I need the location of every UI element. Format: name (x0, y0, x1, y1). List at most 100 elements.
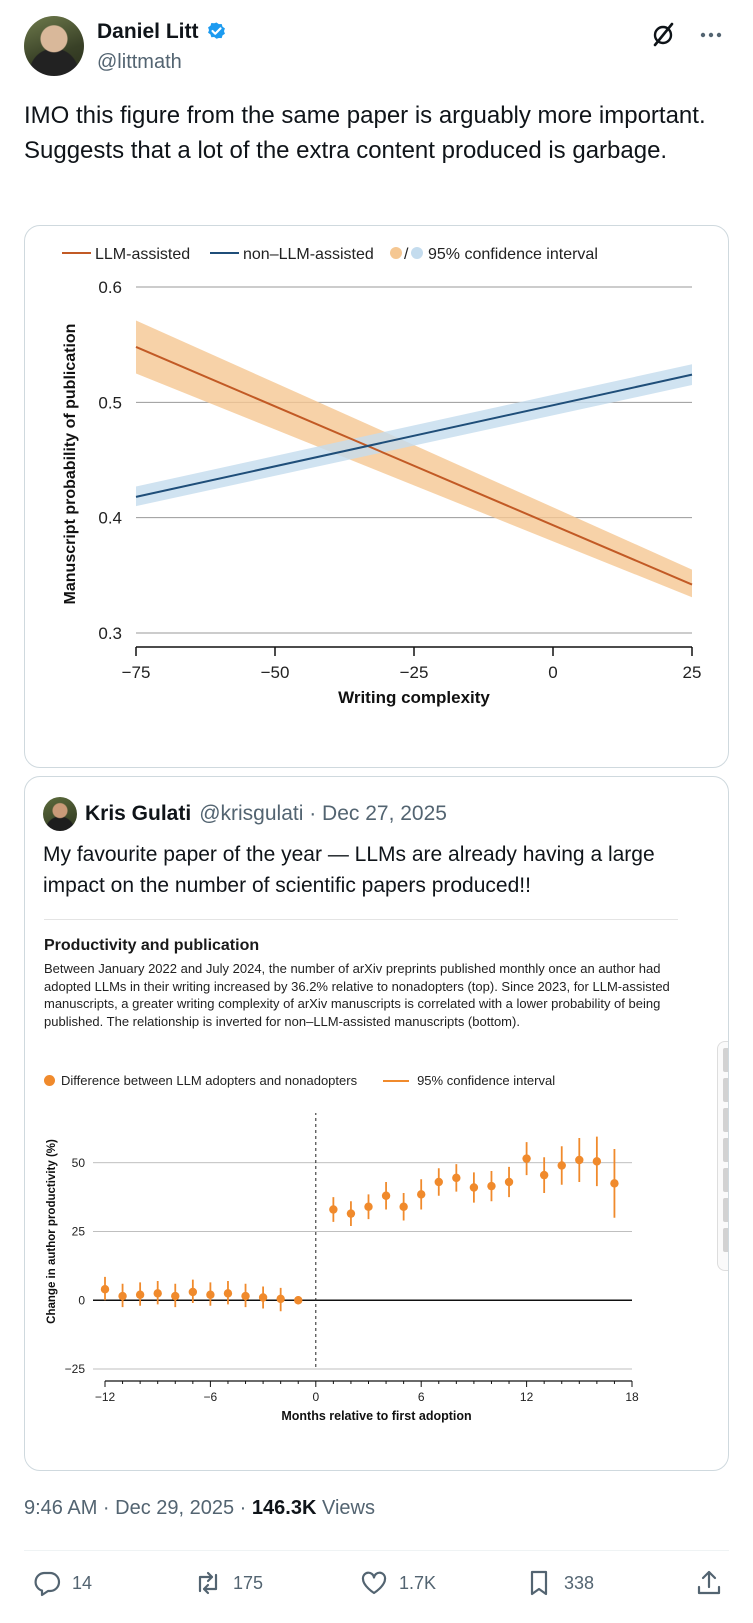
data-point (575, 1155, 584, 1165)
figure-top-rule (44, 919, 678, 920)
x-tick-label: 0 (312, 1390, 319, 1404)
tweet-text: IMO this figure from the same paper is a… (24, 102, 706, 164)
repost-button[interactable]: 175 (193, 1566, 263, 1600)
data-point (153, 1289, 162, 1298)
repost-count: 175 (233, 1572, 264, 1593)
figure-legend: Difference between LLM adopters and nona… (44, 1073, 555, 1088)
toolbar-item[interactable] (723, 1138, 728, 1162)
like-count: 1.7K (399, 1572, 437, 1593)
grok-icon[interactable] (649, 20, 677, 48)
quoted-tweet[interactable]: Kris Gulati @krisgulati · Dec 27, 2025 M… (24, 776, 729, 1471)
data-point (135, 1290, 145, 1299)
figure-description: Between January 2022 and July 2024, the … (44, 961, 670, 1029)
x-tick-label: 12 (520, 1390, 534, 1404)
data-point (118, 1291, 127, 1301)
y-axis-label: Manuscript probability of publication (62, 324, 79, 605)
y-tick-label: 0.5 (98, 393, 122, 412)
data-point (522, 1154, 531, 1163)
reply-count: 14 (72, 1572, 93, 1593)
share-button[interactable] (694, 1566, 724, 1600)
y-tick-label: −25 (65, 1362, 86, 1376)
author-name-row: Daniel Litt (97, 20, 228, 44)
data-point (241, 1291, 250, 1301)
data-point (188, 1287, 198, 1297)
y-tick-label: 0.4 (98, 509, 122, 528)
publication-probability-chart: LLM-assisted non–LLM-assisted / 95% conf… (62, 246, 702, 707)
data-point (100, 1285, 110, 1294)
data-point (504, 1177, 514, 1187)
quoted-tweet-image[interactable]: Productivity and publication Between Jan… (25, 913, 728, 1470)
x-tick-label: 18 (625, 1390, 639, 1404)
data-point (399, 1202, 408, 1211)
toolbar-item[interactable] (723, 1228, 728, 1252)
x-tick-label: −75 (122, 663, 151, 682)
data-point (469, 1183, 479, 1192)
x-tick-label: −6 (204, 1390, 218, 1404)
reply-button[interactable]: 14 (32, 1566, 92, 1600)
data-point (223, 1289, 233, 1298)
views-count: 146.3K (251, 1497, 317, 1519)
actions-divider (24, 1550, 729, 1551)
toolbar-item[interactable] (723, 1048, 728, 1072)
legend-ci-marker (383, 1079, 410, 1082)
toolbar-item[interactable] (723, 1108, 728, 1132)
quoted-author-name[interactable]: Kris Gulati (85, 802, 192, 825)
more-options-icon[interactable] (697, 20, 725, 48)
chart-legend: LLM-assisted non–LLM-assisted / 95% conf… (62, 246, 598, 263)
legend-ci-blue-dot (411, 247, 423, 259)
figure-title: Productivity and publication (44, 937, 260, 954)
legend-ci-label: 95% confidence interval (428, 246, 598, 263)
data-point (487, 1181, 496, 1191)
data-point (610, 1179, 619, 1188)
author-display-name[interactable]: Daniel Litt (97, 20, 199, 43)
x-tick-label: 6 (418, 1390, 425, 1404)
data-point (539, 1170, 549, 1180)
tweet-header: Daniel Litt @littmath (24, 16, 729, 78)
x-axis-label: Months relative to first adoption (281, 1409, 471, 1423)
data-point (171, 1291, 180, 1301)
y-tick-label: 0.6 (98, 278, 122, 297)
tweet-actions-bar: 14 175 1.7K 338 (24, 1566, 729, 1610)
legend-ci-orange-dot (390, 247, 402, 259)
author-handle[interactable]: @littmath (97, 51, 182, 73)
legend-ci-label: 95% confidence interval (417, 1073, 556, 1088)
quoted-author-meta: @krisgulati · Dec 27, 2025 (199, 802, 447, 825)
share-icon (697, 1570, 721, 1595)
toolbar-item[interactable] (723, 1168, 728, 1192)
toolbar-item[interactable] (723, 1078, 728, 1102)
y-tick-label: 50 (72, 1156, 86, 1170)
x-tick-label: 25 (683, 663, 702, 682)
quoted-author-avatar[interactable] (43, 797, 77, 831)
x-tick-label: −25 (400, 663, 429, 682)
author-avatar[interactable] (24, 16, 84, 76)
data-point (206, 1290, 215, 1299)
data-point (417, 1190, 426, 1199)
tweet-media-figure[interactable]: LLM-assisted non–LLM-assisted / 95% conf… (24, 225, 729, 768)
data-point (364, 1202, 373, 1211)
quoted-tweet-header: Kris Gulati @krisgulati · Dec 27, 2025 (43, 797, 447, 831)
series-line-non-llm (135, 373, 693, 498)
y-tick-label: 0 (78, 1293, 85, 1307)
like-button[interactable]: 1.7K (359, 1566, 436, 1600)
data-point (329, 1205, 338, 1214)
x-tick-label: 0 (548, 663, 557, 682)
bookmark-icon (530, 1570, 548, 1596)
data-point (434, 1177, 443, 1187)
toolbar-item[interactable] (723, 1198, 728, 1222)
legend-llm-label: LLM-assisted (95, 246, 190, 263)
legend-non-llm-label: non–LLM-assisted (243, 246, 374, 263)
quoted-tweet-text: My favourite paper of the year — LLMs ar… (43, 843, 655, 897)
y-axis-label: Change in author productivity (%) (46, 1139, 58, 1324)
y-tick-label: 0.3 (98, 624, 122, 643)
data-point (381, 1191, 391, 1200)
bookmark-button[interactable]: 338 (524, 1566, 594, 1600)
legend-points-label: Difference between LLM adopters and nona… (61, 1073, 358, 1088)
ci-band-llm (136, 320, 692, 598)
views-label: Views (316, 1497, 375, 1519)
image-side-toolbar[interactable] (717, 1041, 728, 1271)
tweet-time[interactable]: 9:46 AM · Dec 29, 2025 · (24, 1497, 252, 1519)
bookmark-count: 338 (564, 1572, 595, 1593)
reply-icon (34, 1571, 61, 1597)
series-line-llm (135, 346, 693, 586)
